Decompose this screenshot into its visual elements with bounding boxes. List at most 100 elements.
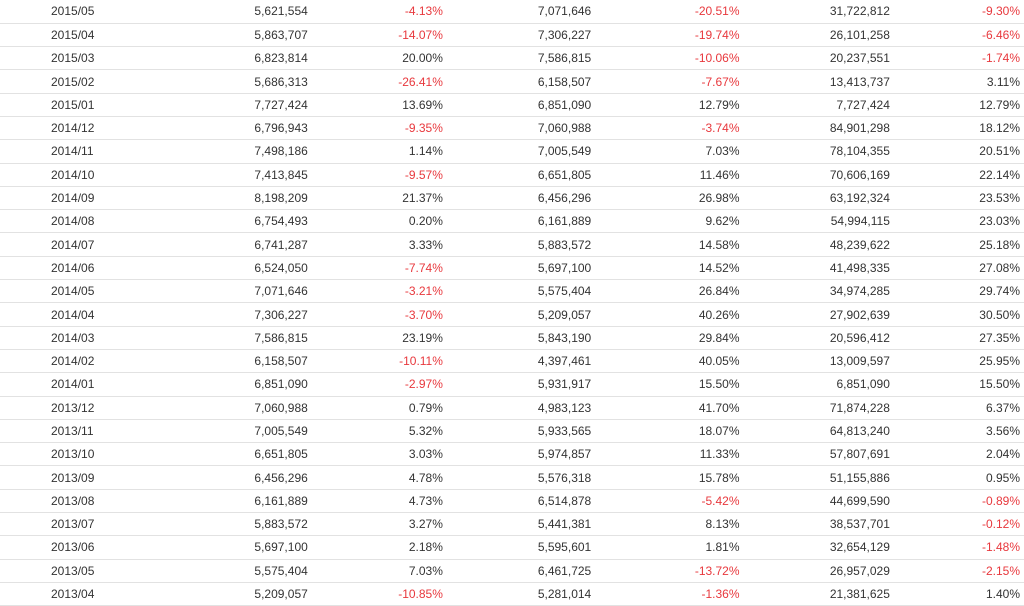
value-1-cell: 6,823,814 — [203, 46, 308, 71]
change-2-cell: -19.74% — [591, 23, 740, 48]
change-1-cell: 7.03% — [307, 559, 443, 583]
value-1-cell: 7,498,186 — [203, 139, 308, 164]
change-2-cell: 29.84% — [591, 326, 740, 350]
change-2-cell: 11.33% — [591, 442, 740, 467]
table-row: 2013/08 6,161,889 4.73% 6,514,878 -5.42% 44,6… — [0, 489, 1024, 514]
value-3-cell: 57,807,691 — [739, 442, 890, 467]
table-row: 2013/07 5,883,572 3.27% 5,441,381 8.13% 38,53… — [0, 512, 1024, 537]
month-cell: 2015/03 — [0, 46, 204, 71]
table-row: 2014/12 6,796,943 -9.35% 7,060,988 -3.74% 84,… — [0, 116, 1024, 141]
value-3-cell: 38,537,701 — [739, 512, 890, 537]
month-cell: 2013/06 — [0, 535, 204, 560]
month-cell: 2013/12 — [0, 396, 204, 420]
table-row: 2013/04 5,209,057 -10.85% 5,281,014 -1.36% 21… — [0, 582, 1024, 606]
change-3-cell: 30.50% — [889, 302, 1024, 327]
value-2-cell: 7,005,549 — [442, 139, 592, 164]
change-3-cell: 23.03% — [889, 209, 1024, 234]
value-2-cell: 4,983,123 — [442, 396, 592, 420]
table-row: 2015/02 5,686,313 -26.41% 6,158,507 -7.67% 13… — [0, 69, 1024, 94]
month-cell: 2014/06 — [0, 256, 204, 281]
change-1-cell: 3.03% — [307, 442, 443, 467]
month-cell: 2014/12 — [0, 116, 204, 141]
change-1-cell: -10.11% — [307, 349, 443, 374]
table-row: 2014/04 7,306,227 -3.70% 5,209,057 40.26% 27,… — [0, 302, 1024, 327]
value-1-cell: 7,586,815 — [203, 326, 308, 350]
change-2-cell: 11.46% — [591, 163, 740, 187]
change-3-cell: 29.74% — [889, 279, 1024, 304]
change-1-cell: 1.14% — [307, 139, 443, 164]
value-1-cell: 6,754,493 — [203, 209, 308, 234]
value-1-cell: 6,158,507 — [203, 349, 308, 374]
value-1-cell: 7,306,227 — [203, 302, 308, 327]
change-2-cell: 40.05% — [591, 349, 740, 374]
change-3-cell: 1.40% — [889, 582, 1024, 606]
value-1-cell: 5,697,100 — [203, 535, 308, 560]
change-3-cell: 18.12% — [889, 116, 1024, 141]
change-3-cell: 2.04% — [889, 442, 1024, 467]
value-3-cell: 13,009,597 — [739, 349, 890, 374]
change-3-cell: 12.79% — [889, 93, 1024, 117]
month-cell: 2015/01 — [0, 93, 204, 117]
table-row: 2013/05 5,575,404 7.03% 6,461,725 -13.72% 26,… — [0, 559, 1024, 583]
value-3-cell: 44,699,590 — [739, 489, 890, 514]
value-1-cell: 5,863,707 — [203, 23, 308, 48]
table-row: 2014/08 6,754,493 0.20% 6,161,889 9.62% 54,99… — [0, 209, 1024, 234]
change-2-cell: -20.51% — [591, 0, 740, 24]
value-2-cell: 5,281,014 — [442, 582, 592, 606]
change-2-cell: 15.78% — [591, 465, 740, 490]
value-3-cell: 20,237,551 — [739, 46, 890, 71]
change-2-cell: 18.07% — [591, 419, 740, 444]
value-3-cell: 64,813,240 — [739, 419, 890, 444]
value-1-cell: 6,796,943 — [203, 116, 308, 141]
value-3-cell: 20,596,412 — [739, 326, 890, 350]
month-cell: 2013/09 — [0, 465, 204, 490]
table-row: 2013/09 6,456,296 4.78% 5,576,318 15.78% 51,1… — [0, 465, 1024, 490]
change-2-cell: 14.52% — [591, 256, 740, 281]
change-3-cell: 6.37% — [889, 396, 1024, 420]
value-2-cell: 5,883,572 — [442, 232, 592, 257]
table-row: 2014/06 6,524,050 -7.74% 5,697,100 14.52% 41,… — [0, 256, 1024, 281]
table-row: 2014/07 6,741,287 3.33% 5,883,572 14.58% 48,2… — [0, 232, 1024, 257]
change-2-cell: 9.62% — [591, 209, 740, 234]
value-3-cell: 63,192,324 — [739, 186, 890, 211]
change-3-cell: -1.74% — [889, 46, 1024, 71]
change-3-cell: -0.12% — [889, 512, 1024, 537]
value-3-cell: 54,994,115 — [739, 209, 890, 234]
value-1-cell: 7,060,988 — [203, 396, 308, 420]
change-3-cell: 27.08% — [889, 256, 1024, 281]
change-1-cell: 23.19% — [307, 326, 443, 350]
change-3-cell: 3.11% — [889, 69, 1024, 94]
value-1-cell: 8,198,209 — [203, 186, 308, 211]
value-2-cell: 5,441,381 — [442, 512, 592, 537]
value-2-cell: 5,697,100 — [442, 256, 592, 281]
table-row: 2013/06 5,697,100 2.18% 5,595,601 1.81% 32,65… — [0, 535, 1024, 560]
change-1-cell: 3.33% — [307, 232, 443, 257]
change-1-cell: -10.85% — [307, 582, 443, 606]
table-row: 2015/01 7,727,424 13.69% 6,851,090 12.79% 7,7… — [0, 93, 1024, 117]
value-2-cell: 7,071,646 — [442, 0, 592, 24]
month-cell: 2013/08 — [0, 489, 204, 514]
value-1-cell: 5,209,057 — [203, 582, 308, 606]
table-row: 2015/04 5,863,707 -14.07% 7,306,227 -19.74% 2… — [0, 23, 1024, 48]
month-cell: 2014/07 — [0, 232, 204, 257]
change-3-cell: -9.30% — [889, 0, 1024, 24]
change-2-cell: 14.58% — [591, 232, 740, 257]
change-1-cell: -3.70% — [307, 302, 443, 327]
value-1-cell: 5,575,404 — [203, 559, 308, 583]
value-1-cell: 6,524,050 — [203, 256, 308, 281]
change-1-cell: 2.18% — [307, 535, 443, 560]
change-2-cell: 8.13% — [591, 512, 740, 537]
table-row: 2014/02 6,158,507 -10.11% 4,397,461 40.05% 13… — [0, 349, 1024, 374]
change-2-cell: 15.50% — [591, 372, 740, 397]
change-2-cell: -5.42% — [591, 489, 740, 514]
value-3-cell: 70,606,169 — [739, 163, 890, 187]
change-1-cell: -4.13% — [307, 0, 443, 24]
change-3-cell: 27.35% — [889, 326, 1024, 350]
value-2-cell: 6,456,296 — [442, 186, 592, 211]
change-2-cell: -1.36% — [591, 582, 740, 606]
change-1-cell: 20.00% — [307, 46, 443, 71]
value-3-cell: 21,381,625 — [739, 582, 890, 606]
change-1-cell: 0.79% — [307, 396, 443, 420]
